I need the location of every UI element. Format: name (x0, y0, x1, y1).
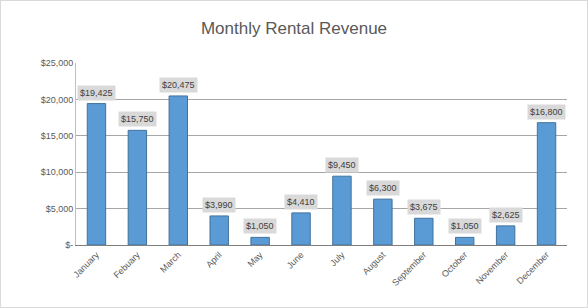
svg-text:September: September (390, 250, 428, 288)
svg-text:May: May (246, 249, 265, 268)
svg-text:$25,000: $25,000 (41, 58, 74, 68)
svg-text:January: January (71, 249, 101, 279)
svg-text:$15,000: $15,000 (41, 131, 74, 141)
svg-text:Monthly Rental Revenue: Monthly Rental Revenue (201, 19, 387, 38)
svg-text:$5,000: $5,000 (46, 204, 74, 214)
svg-text:$3,990: $3,990 (205, 200, 233, 210)
svg-text:$15,750: $15,750 (121, 114, 154, 124)
svg-text:$20,000: $20,000 (41, 95, 74, 105)
svg-text:$9,450: $9,450 (328, 160, 356, 170)
svg-text:$-: $- (65, 240, 73, 250)
svg-text:June: June (285, 250, 306, 271)
svg-text:$3,675: $3,675 (410, 202, 438, 212)
svg-text:$16,800: $16,800 (530, 107, 563, 117)
svg-text:March: March (158, 250, 183, 275)
svg-text:December: December (515, 250, 551, 286)
svg-text:$10,000: $10,000 (41, 167, 74, 177)
svg-text:$1,050: $1,050 (246, 221, 274, 231)
svg-text:November: November (474, 250, 510, 286)
svg-text:$6,300: $6,300 (369, 183, 397, 193)
svg-text:August: August (361, 249, 388, 276)
svg-text:July: July (328, 249, 347, 268)
svg-text:$4,410: $4,410 (287, 197, 315, 207)
svg-text:October: October (440, 250, 470, 280)
svg-text:$19,425: $19,425 (80, 88, 113, 98)
svg-text:Febuary: Febuary (112, 249, 143, 280)
svg-text:$20,475: $20,475 (162, 80, 195, 90)
svg-text:$2,625: $2,625 (492, 210, 520, 220)
svg-text:April: April (204, 250, 224, 270)
svg-text:$1,050: $1,050 (451, 221, 479, 231)
